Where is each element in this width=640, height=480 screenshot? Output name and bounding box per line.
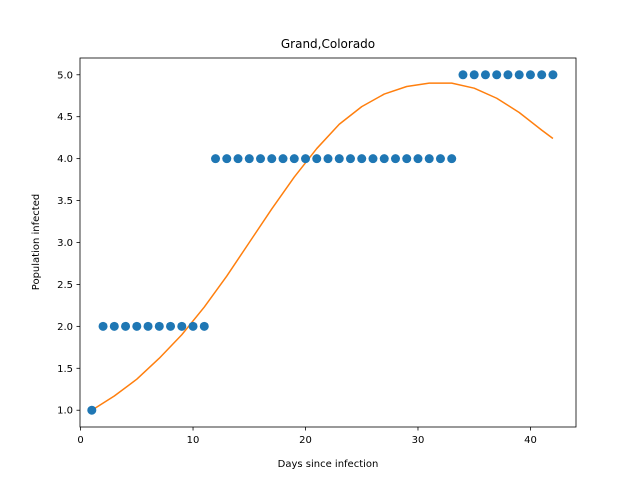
data-point	[199, 321, 209, 331]
y-tick-label: 1.0	[57, 406, 73, 417]
data-point	[98, 321, 108, 331]
data-point	[548, 70, 558, 80]
data-point	[267, 154, 277, 164]
data-point	[379, 154, 389, 164]
data-point	[301, 154, 311, 164]
data-point	[334, 154, 344, 164]
data-point	[402, 154, 412, 164]
y-tick-label: 5.0	[57, 70, 73, 81]
data-point	[132, 321, 142, 331]
data-point	[514, 70, 524, 80]
data-point	[492, 70, 502, 80]
data-point	[188, 321, 198, 331]
x-tick-label: 40	[524, 435, 537, 446]
data-point	[233, 154, 243, 164]
data-point	[256, 154, 266, 164]
data-point	[447, 154, 457, 164]
data-point	[312, 154, 322, 164]
y-tick-label: 1.5	[57, 364, 73, 375]
y-tick-label: 2.5	[57, 280, 73, 291]
data-point	[424, 154, 434, 164]
data-point	[211, 154, 221, 164]
x-tick-label: 20	[299, 435, 312, 446]
x-tick-label: 10	[187, 435, 200, 446]
data-point	[458, 70, 468, 80]
data-point	[222, 154, 232, 164]
data-point	[154, 321, 164, 331]
x-tick-label: 30	[412, 435, 425, 446]
data-point	[525, 70, 535, 80]
data-point	[323, 154, 333, 164]
data-point	[469, 70, 479, 80]
data-point	[345, 154, 355, 164]
plot-area: 0 10 20 30 40 1.0 1.5 2.0 2.5 3.0 3.5 4.0 4.5 5.0	[57, 57, 577, 446]
data-point	[109, 321, 119, 331]
data-point	[278, 154, 288, 164]
data-point	[177, 321, 187, 331]
data-point	[503, 70, 513, 80]
y-tick-label: 4.0	[57, 154, 73, 165]
data-point	[390, 154, 400, 164]
data-point	[413, 154, 423, 164]
data-point	[368, 154, 378, 164]
y-axis-label: Population infected	[31, 194, 42, 290]
x-axis-label: Days since infection	[278, 459, 379, 470]
y-tick-label: 2.0	[57, 322, 73, 333]
y-tick-label: 4.5	[57, 112, 73, 123]
data-point	[357, 154, 367, 164]
data-point	[537, 70, 547, 80]
data-point	[480, 70, 490, 80]
y-tick-label: 3.0	[57, 238, 73, 249]
x-tick-label: 0	[77, 435, 83, 446]
data-point	[143, 321, 153, 331]
data-point	[435, 154, 445, 164]
data-point	[121, 321, 131, 331]
data-point	[166, 321, 176, 331]
y-tick-label: 3.5	[57, 196, 73, 207]
data-point	[87, 405, 97, 415]
fit-line	[91, 82, 554, 411]
data-point	[289, 154, 299, 164]
chart-title: Grand,Colorado	[281, 37, 375, 51]
data-point	[244, 154, 254, 164]
